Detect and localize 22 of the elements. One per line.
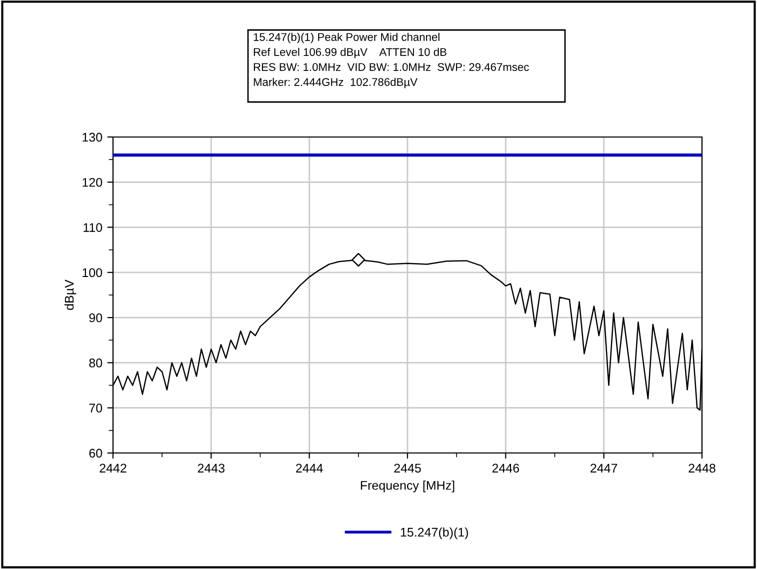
legend-label: 15.247(b)(1) (400, 527, 468, 540)
y-tick-label: 90 (89, 313, 102, 322)
y-tick-label: 130 (82, 132, 102, 142)
chart-title: 15.247(b)(1) Peak Power Mid channel (254, 32, 440, 44)
x-tick-label: 2447 (590, 464, 618, 472)
text: Marker: 2.444GHz 102.786dBµV (254, 78, 418, 88)
y-tick-label: 100 (82, 268, 102, 278)
y-tick-label: 60 (89, 448, 102, 458)
y-tick-label: 70 (89, 404, 102, 413)
y-tick-label: 80 (89, 358, 102, 368)
x-tick-label: 2442 (100, 464, 126, 472)
x-tick-label: 2443 (198, 464, 225, 473)
y-tick-label: 110 (84, 223, 102, 232)
text: Ref Level 106.99 dBµV ATTEN 10 dB (254, 48, 446, 58)
x-axis-title: Frequency [MHz] (360, 480, 454, 492)
x-tick-label: 2446 (492, 464, 520, 473)
y-axis-title: dBµV (64, 280, 76, 310)
x-tick-label: 2445 (394, 464, 421, 473)
x-tick-label: 2448 (688, 464, 716, 473)
x-tick-label: 2444 (296, 464, 323, 472)
y-tick-label: 120 (82, 178, 102, 187)
text: RES BW: 1.0MHz VID BW: 1.0MHz SWP: 29.467msec (254, 63, 529, 71)
